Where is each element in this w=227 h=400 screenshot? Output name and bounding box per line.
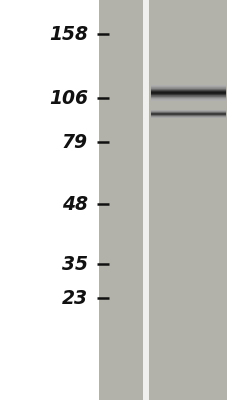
Bar: [151, 88, 225, 89]
Text: 106: 106: [49, 88, 87, 108]
Bar: [151, 86, 225, 87]
Bar: [99, 0, 227, 400]
Bar: [151, 98, 225, 99]
Bar: [151, 87, 225, 88]
Text: 79: 79: [62, 132, 87, 152]
Bar: [151, 91, 225, 92]
Bar: [151, 97, 225, 98]
Text: 48: 48: [62, 194, 87, 214]
Bar: [143, 0, 148, 400]
Bar: [151, 85, 225, 86]
Bar: [151, 100, 225, 101]
Text: 158: 158: [49, 24, 87, 44]
Bar: [151, 90, 225, 91]
Bar: [151, 94, 225, 95]
Bar: [151, 96, 225, 97]
Bar: [151, 93, 225, 94]
Bar: [151, 89, 225, 90]
Text: 23: 23: [62, 288, 87, 308]
Text: 35: 35: [62, 254, 87, 274]
Bar: [151, 95, 225, 96]
Bar: [151, 99, 225, 100]
Bar: [151, 92, 225, 93]
